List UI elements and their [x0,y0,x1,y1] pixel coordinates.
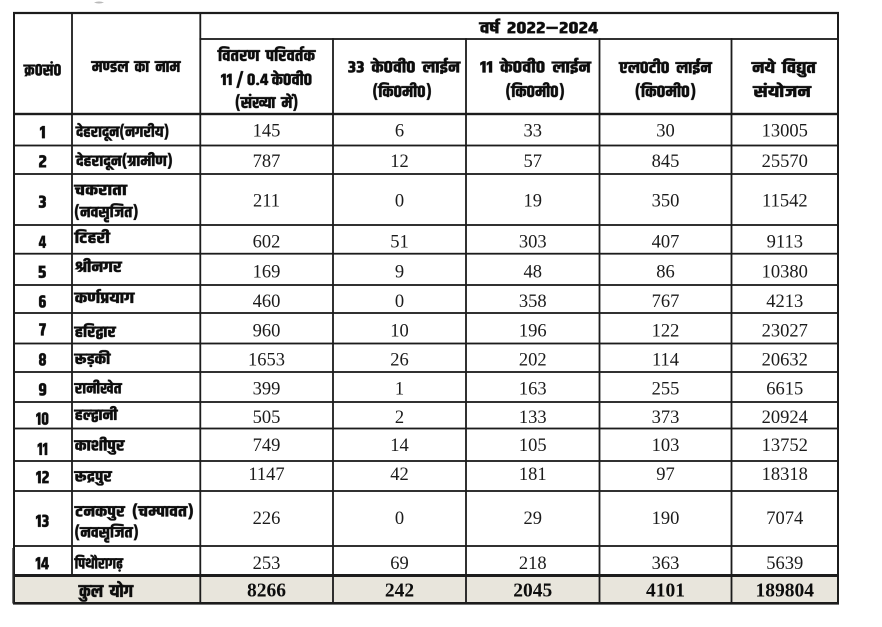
svg-text:1653: 1653 [248,351,285,371]
svg-text:1: 1 [395,380,404,400]
svg-text:19: 19 [524,192,543,212]
svg-text:181: 181 [519,465,547,485]
svg-text:30: 30 [656,121,675,141]
svg-text:9113: 9113 [767,233,803,253]
svg-text:23027: 23027 [762,322,808,342]
svg-text:460: 460 [253,292,281,312]
svg-text:242: 242 [385,580,414,601]
svg-text:13752: 13752 [762,436,808,456]
svg-text:18318: 18318 [762,465,808,485]
svg-text:0: 0 [395,509,404,529]
svg-text:0: 0 [395,192,404,212]
svg-text:14: 14 [390,436,409,456]
svg-text:133: 133 [519,408,547,428]
svg-text:13005: 13005 [762,121,808,141]
svg-text:787: 787 [253,152,281,172]
svg-text:163: 163 [519,380,547,400]
svg-text:253: 253 [253,554,281,574]
svg-text:29: 29 [524,509,543,529]
svg-text:8266: 8266 [247,580,286,601]
svg-text:122: 122 [652,322,680,342]
svg-text:10: 10 [390,322,409,342]
svg-text:399: 399 [253,380,281,400]
svg-text:255: 255 [652,380,680,400]
svg-text:51: 51 [390,233,409,253]
svg-text:190: 190 [652,509,680,529]
svg-text:2: 2 [395,408,404,428]
svg-text:373: 373 [652,408,680,428]
svg-text:9: 9 [395,262,404,282]
svg-text:202: 202 [519,351,547,371]
svg-text:169: 169 [253,262,281,282]
svg-text:358: 358 [519,292,547,312]
svg-text:749: 749 [253,436,281,456]
svg-text:407: 407 [652,233,680,253]
svg-text:226: 226 [253,509,281,529]
svg-text:505: 505 [253,408,281,428]
svg-text:5639: 5639 [766,554,803,574]
svg-text:69: 69 [390,554,409,574]
svg-text:1147: 1147 [248,465,284,485]
svg-text:114: 114 [652,351,679,371]
svg-text:48: 48 [524,262,543,282]
svg-text:189804: 189804 [756,580,815,601]
svg-text:57: 57 [524,152,543,172]
svg-text:211: 211 [253,192,280,212]
svg-text:12: 12 [390,152,409,172]
svg-text:42: 42 [390,465,409,485]
svg-text:363: 363 [652,554,680,574]
svg-text:25570: 25570 [762,152,808,172]
svg-text:145: 145 [253,121,281,141]
svg-text:7074: 7074 [766,509,803,529]
svg-text:6: 6 [395,121,404,141]
svg-text:196: 196 [519,322,547,342]
svg-text:20924: 20924 [762,408,808,428]
svg-text:103: 103 [652,436,680,456]
svg-text:602: 602 [253,233,281,253]
svg-text:33: 33 [524,121,543,141]
svg-text:105: 105 [519,436,547,456]
svg-text:0: 0 [395,292,404,312]
svg-text:960: 960 [253,322,281,342]
svg-text:10380: 10380 [762,262,808,282]
svg-text:4101: 4101 [646,580,685,601]
svg-text:2045: 2045 [513,580,552,601]
svg-text:845: 845 [652,152,680,172]
svg-text:20632: 20632 [762,351,808,371]
svg-text:350: 350 [652,192,680,212]
svg-text:218: 218 [519,554,547,574]
svg-text:303: 303 [519,233,547,253]
svg-text:97: 97 [656,465,675,485]
svg-text:86: 86 [656,262,675,282]
svg-text:26: 26 [390,351,409,371]
svg-text:11542: 11542 [762,192,808,212]
svg-text:4213: 4213 [766,292,803,312]
svg-text:767: 767 [652,292,680,312]
svg-text:6615: 6615 [766,380,803,400]
